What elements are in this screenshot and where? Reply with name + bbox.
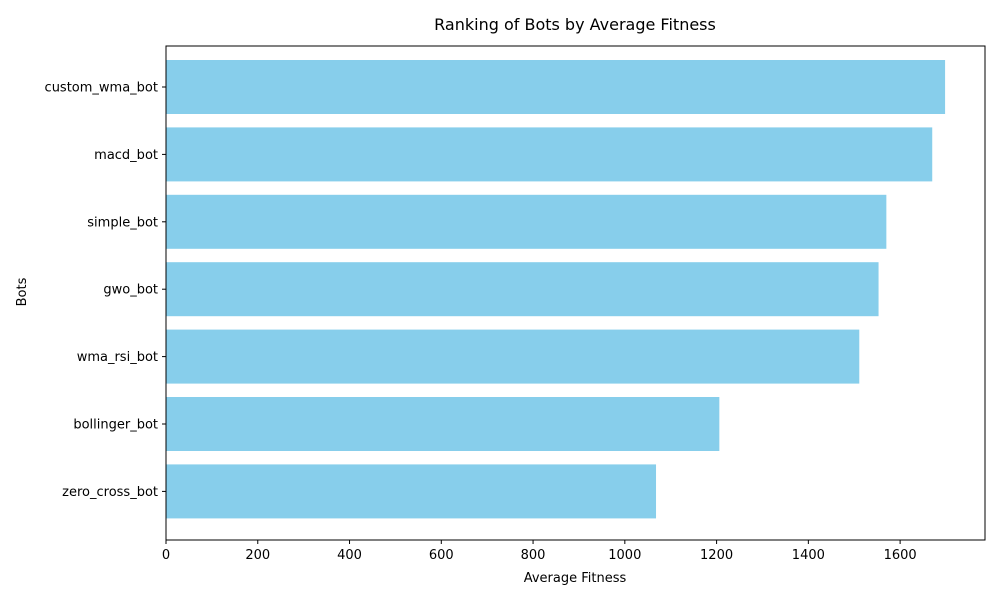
x-tick-label: 0 xyxy=(162,548,170,563)
y-tick-label: zero_cross_bot xyxy=(62,485,158,500)
bar-bollinger_bot xyxy=(166,397,720,451)
y-axis-label: Bots xyxy=(15,277,30,306)
x-tick-label: 1600 xyxy=(884,548,917,563)
bar-wma_rsi_bot xyxy=(166,329,860,384)
bars-group xyxy=(166,60,946,519)
y-tick-label: wma_rsi_bot xyxy=(77,350,158,365)
x-tick-label: 1000 xyxy=(608,548,641,563)
x-tick-label: 400 xyxy=(337,548,362,563)
plot-frame xyxy=(165,45,986,541)
x-axis-label: Average Fitness xyxy=(524,571,627,586)
x-axis-ticks: 0 200 400 600 800 1000 1200 1400 1600 xyxy=(162,540,917,563)
x-tick-label: 1400 xyxy=(792,548,825,563)
bar-gwo_bot xyxy=(166,262,879,317)
x-tick-label: 1200 xyxy=(700,548,733,563)
bar-simple_bot xyxy=(166,194,887,249)
y-axis-ticks: custom_wma_bot macd_bot simple_bot gwo_botw… xyxy=(45,81,166,500)
bar-zero_cross_bot xyxy=(166,464,657,519)
bar-macd_bot xyxy=(166,127,933,182)
x-tick-label: 600 xyxy=(429,548,454,563)
y-tick-label: macd_bot xyxy=(94,148,158,163)
x-tick-label: 200 xyxy=(245,548,270,563)
y-tick-label: bollinger_bot xyxy=(73,418,158,433)
y-tick-label: custom_wma_bot xyxy=(45,81,158,96)
y-tick-label: simple_bot xyxy=(87,215,158,230)
bar-custom_wma_bot xyxy=(166,60,946,114)
chart-title: Ranking of Bots by Average Fitness xyxy=(434,15,716,34)
x-tick-label: 800 xyxy=(521,548,546,563)
y-tick-label: gwo_bot xyxy=(103,283,158,298)
